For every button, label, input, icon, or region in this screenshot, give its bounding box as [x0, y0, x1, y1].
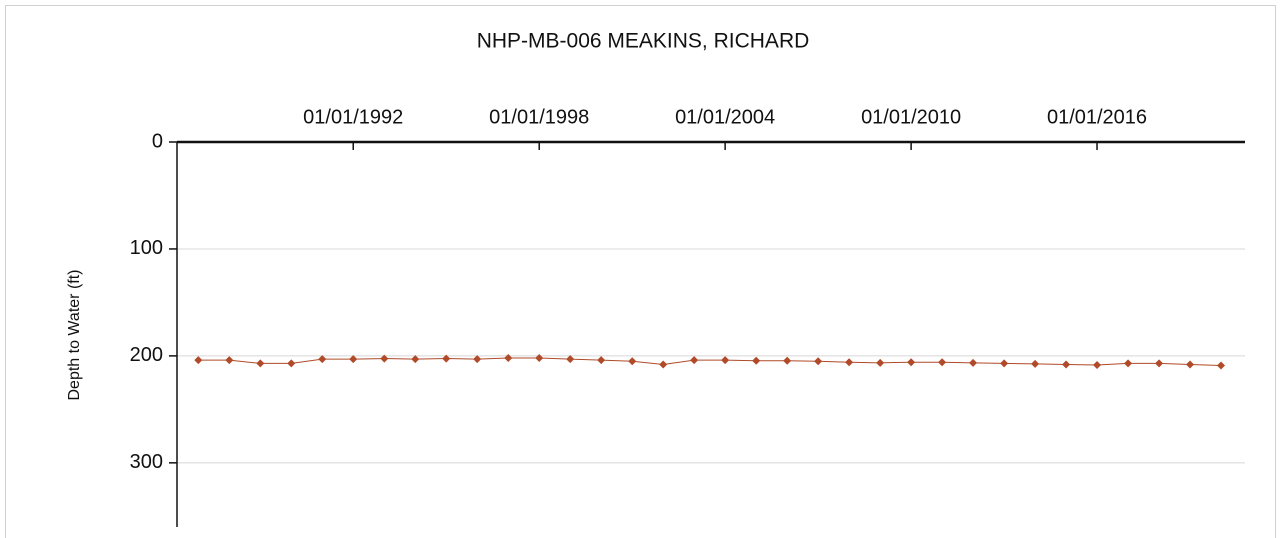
data-point: [690, 356, 699, 365]
data-point: [721, 356, 730, 365]
data-point: [938, 358, 947, 367]
data-point: [1124, 359, 1133, 368]
data-point: [256, 359, 265, 368]
data-point: [1031, 359, 1040, 368]
data-point: [380, 354, 389, 363]
data-point: [1155, 359, 1164, 368]
data-point: [628, 357, 637, 366]
data-point: [1093, 360, 1102, 369]
data-point: [194, 356, 203, 365]
data-point: [225, 356, 234, 365]
data-point: [1216, 361, 1225, 370]
data-point: [535, 354, 544, 363]
x-tick-label: 01/01/1998: [489, 106, 589, 128]
data-point: [349, 355, 358, 364]
data-point: [504, 354, 513, 363]
x-tick-label: 01/01/2016: [1047, 106, 1147, 128]
data-point: [1186, 360, 1195, 369]
data-point: [287, 359, 296, 368]
data-point: [318, 355, 327, 364]
series-line: [198, 357, 1222, 367]
y-axis-label: Depth to Water (ft): [66, 270, 83, 401]
y-tick-label: 0: [152, 130, 163, 152]
data-point: [1062, 360, 1071, 369]
x-tick-label: 01/01/2004: [675, 106, 775, 128]
data-point: [566, 355, 575, 364]
x-tick-label: 01/01/2010: [861, 106, 961, 128]
data-point: [876, 358, 885, 367]
x-tick-label: 01/01/1992: [303, 106, 403, 128]
chart-title: NHP-MB-006 MEAKINS, RICHARD: [477, 30, 810, 53]
data-point: [473, 355, 482, 364]
data-point: [907, 358, 916, 367]
data-point: [597, 356, 606, 365]
data-point: [783, 356, 792, 365]
data-point: [845, 358, 854, 367]
data-point: [814, 357, 823, 366]
data-point: [411, 355, 420, 364]
y-tick-label: 300: [130, 451, 163, 473]
data-point: [752, 356, 761, 365]
data-point: [659, 360, 668, 369]
chart-frame: [5, 5, 1276, 538]
y-tick-label: 100: [130, 237, 163, 259]
data-point: [1000, 359, 1009, 368]
data-point: [442, 354, 451, 363]
data-point: [969, 358, 978, 367]
y-tick-label: 200: [130, 344, 163, 366]
